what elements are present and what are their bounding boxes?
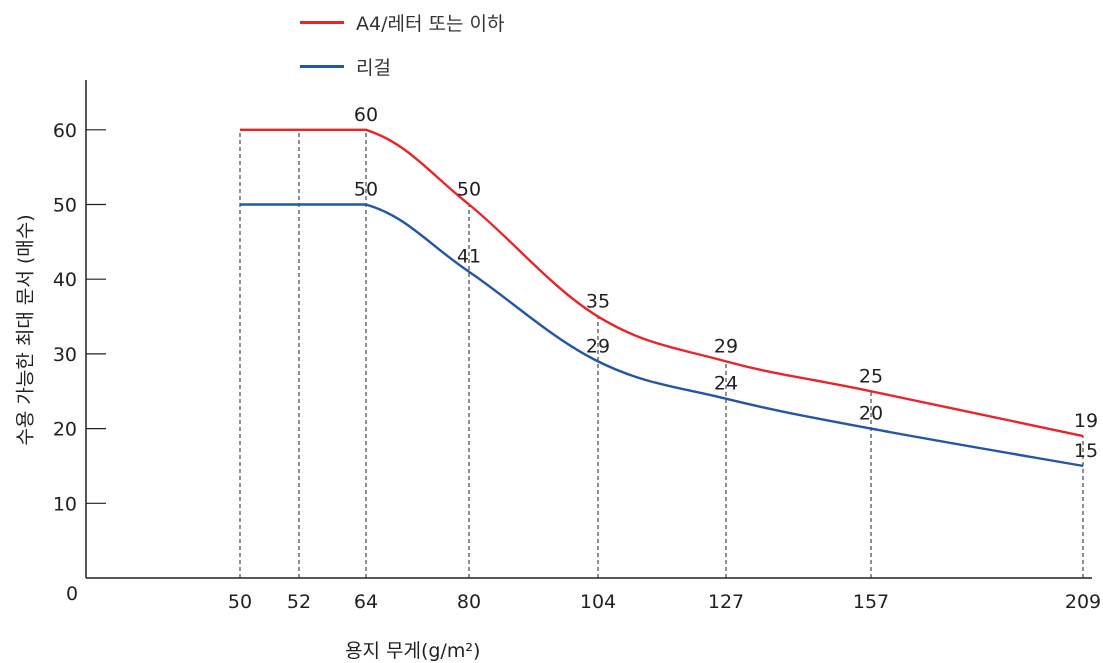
legend-item-legal: 리걸 (300, 53, 391, 80)
x-tick-label: 64 (354, 591, 378, 613)
x-axis-title-text: 용지 무게(g/m²) (345, 640, 481, 662)
data-label: 15 (1074, 440, 1098, 462)
data-label: 20 (859, 403, 883, 425)
data-label: 35 (586, 291, 610, 313)
legend-swatch-a4 (300, 21, 344, 24)
y-tick-label: 20 (53, 419, 77, 441)
y-tick-label: 50 (53, 195, 77, 217)
data-label: 41 (457, 246, 481, 268)
y-tick-label: 0 (66, 583, 78, 605)
x-tick-label: 127 (708, 591, 744, 613)
y-tick-label: 40 (53, 269, 77, 291)
y-tick-label: 30 (53, 344, 77, 366)
legend-swatch-legal (300, 65, 344, 68)
x-tick-label: 80 (457, 591, 481, 613)
legend-item-a4: A4/레터 또는 이하 (300, 9, 504, 36)
data-label: 19 (1074, 410, 1098, 432)
x-tick-label: 50 (228, 591, 252, 613)
x-axis-title: 용지 무게(g/m²) (345, 636, 480, 663)
y-axis-title: 수용 가능한 최대 문서 (매수) (14, 214, 37, 446)
x-tick-label: 157 (853, 591, 889, 613)
data-label: 60 (354, 104, 378, 126)
series-line-0 (240, 128, 1084, 438)
data-label: 29 (714, 335, 738, 357)
series-line-1 (240, 203, 1084, 468)
x-tick-label: 209 (1065, 591, 1101, 613)
data-label: 50 (354, 179, 378, 201)
x-tick-label: 52 (287, 591, 311, 613)
legend-label-a4: A4/레터 또는 이하 (356, 13, 505, 35)
y-tick-label: 10 (53, 493, 77, 515)
x-tick-label: 104 (580, 591, 616, 613)
data-label: 25 (859, 365, 883, 387)
data-label: 50 (457, 179, 481, 201)
data-label: 24 (714, 373, 738, 395)
data-label: 29 (586, 335, 610, 357)
y-tick-label: 60 (53, 120, 77, 142)
legend-label-legal: 리걸 (356, 57, 391, 79)
